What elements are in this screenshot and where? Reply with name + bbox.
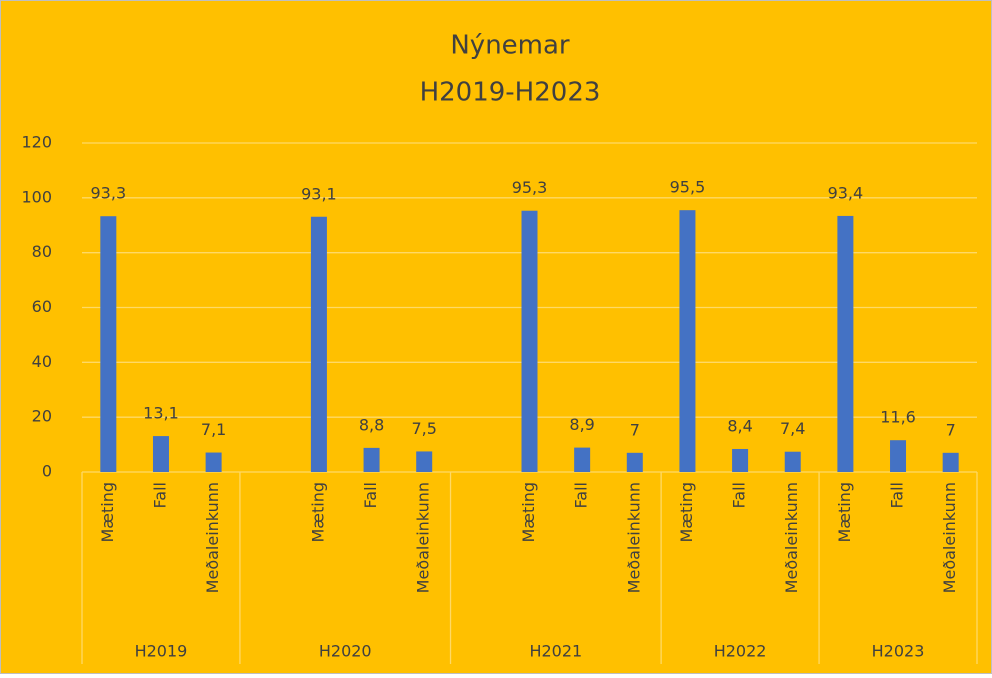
group-label: H2023 <box>872 642 925 661</box>
data-label: 95,3 <box>512 178 548 197</box>
y-tick-label: 20 <box>32 407 52 426</box>
bar <box>626 452 643 472</box>
data-label: 7,5 <box>411 419 436 438</box>
y-tick-label: 0 <box>42 462 52 481</box>
x-tick-label: Mæting <box>308 482 327 543</box>
bar <box>521 210 538 472</box>
data-label: 7,1 <box>201 420 226 439</box>
x-tick-label: Mæting <box>677 482 696 543</box>
data-label: 13,1 <box>143 404 179 423</box>
group-label: H2021 <box>529 642 582 661</box>
data-label: 8,9 <box>569 415 594 434</box>
chart-subtitle: H2019-H2023 <box>420 78 601 108</box>
x-tick-label: Meðaleinkunn <box>414 482 433 593</box>
y-tick-label: 100 <box>21 187 52 206</box>
bar <box>363 447 380 472</box>
y-tick-label: 40 <box>32 352 52 371</box>
x-tick-label: Mæting <box>98 482 117 543</box>
group-label: H2019 <box>135 642 188 661</box>
x-tick-label: Meðaleinkunn <box>782 482 801 593</box>
x-tick-label: Meðaleinkunn <box>624 482 643 593</box>
y-tick-label: 60 <box>32 297 52 316</box>
x-tick-label: Fall <box>888 482 907 508</box>
bar <box>205 452 222 472</box>
bar <box>732 448 749 472</box>
x-tick-label: Fall <box>361 482 380 508</box>
bar <box>310 216 327 472</box>
x-tick-label: Fall <box>150 482 169 508</box>
data-label: 93,4 <box>828 183 864 202</box>
data-label: 95,5 <box>670 178 706 197</box>
x-tick-label: Mæting <box>835 482 854 543</box>
y-tick-label: 80 <box>32 242 52 261</box>
group-label: H2022 <box>714 642 767 661</box>
bar <box>890 440 907 472</box>
bar <box>679 210 696 472</box>
x-tick-label: Fall <box>730 482 749 508</box>
y-tick-label: 120 <box>21 133 52 152</box>
bar <box>574 447 591 472</box>
bar <box>100 216 117 472</box>
data-label: 11,6 <box>880 408 916 427</box>
bar <box>152 436 169 472</box>
data-label: 8,8 <box>359 415 384 434</box>
x-tick-label: Meðaleinkunn <box>940 482 959 593</box>
bar <box>784 451 801 472</box>
bar <box>416 451 433 472</box>
group-label: H2020 <box>319 642 372 661</box>
bar <box>837 215 854 472</box>
x-tick-label: Mæting <box>519 482 538 543</box>
bar <box>942 452 959 472</box>
x-tick-label: Fall <box>572 482 591 508</box>
data-label: 93,1 <box>301 184 337 203</box>
data-label: 7,4 <box>780 419 805 438</box>
data-label: 93,3 <box>91 184 127 203</box>
chart-title: Nýnemar <box>450 31 570 61</box>
x-tick-label: Meðaleinkunn <box>203 482 222 593</box>
data-label: 8,4 <box>727 416 752 435</box>
data-label: 7 <box>946 420 956 439</box>
data-label: 7 <box>630 420 640 439</box>
